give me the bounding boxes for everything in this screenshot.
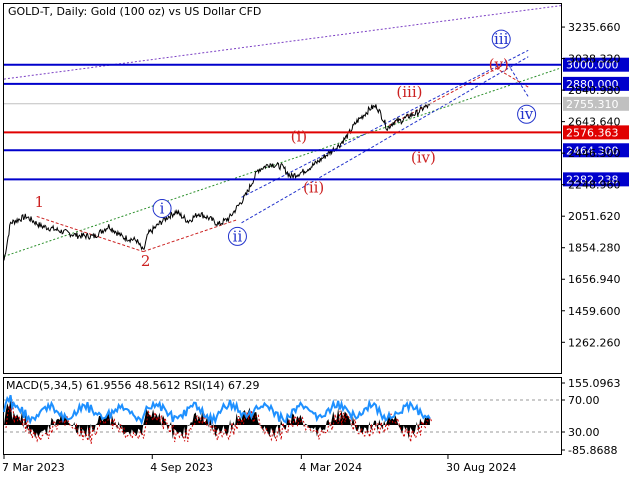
wave-path-1-2 — [36, 215, 144, 253]
wave-label-circle — [517, 104, 537, 124]
price-tick-label: 2840.980 — [568, 84, 621, 97]
indicator-tick-label: 70.00 — [568, 394, 600, 407]
level-label: 2576.363 — [566, 126, 619, 139]
price-tick-label: 3235.660 — [568, 21, 621, 34]
macd-histogram — [4, 398, 430, 441]
price-tick-label: 1854.280 — [568, 242, 621, 255]
price-tick-label: 2051.620 — [568, 210, 621, 223]
level-label: 2464.300 — [566, 144, 619, 157]
time-tick-label: 4 Mar 2024 — [299, 461, 362, 474]
indicator-pane — [3, 377, 562, 455]
wave-label-circle — [152, 198, 172, 218]
upper-purple-channel — [3, 5, 562, 80]
level-label: 2282.238 — [566, 173, 619, 186]
level-label-box — [563, 172, 629, 187]
level-label-box — [563, 57, 629, 72]
level-label-box — [563, 125, 629, 140]
wave-label-circle — [227, 226, 247, 246]
level-label: 3000.000 — [566, 59, 619, 72]
time-tick-label: 4 Sep 2023 — [150, 461, 213, 474]
wave-label: (v) — [489, 56, 509, 74]
price-tick-label: 3038.320 — [568, 53, 621, 66]
indicator-tick-label: 155.0963 — [568, 377, 621, 390]
chart-title: GOLD-T, Daily: Gold (100 oz) vs US Dolla… — [8, 5, 261, 18]
time-tick-label: 30 Aug 2024 — [446, 461, 516, 474]
wave-label: iv — [520, 105, 534, 123]
price-tick-label: 1459.600 — [568, 305, 621, 318]
wave-label: (i) — [291, 128, 308, 146]
indicator-title: MACD(5,34,5) 61.9556 48.5612 RSI(14) 67.… — [6, 379, 259, 392]
price-tick-label: 2446.300 — [568, 147, 621, 160]
price-tick-label: 2248.960 — [568, 179, 621, 192]
wave-label: (iii) — [396, 83, 422, 101]
level-label-box — [563, 76, 629, 91]
main-pane — [3, 3, 562, 374]
wave-label: 2 — [141, 252, 151, 270]
wave-path-2-i — [143, 219, 238, 253]
level-label: 2880.000 — [566, 78, 619, 91]
indicator-tick-label: -85.8688 — [568, 444, 617, 457]
time-tick-label: 7 Mar 2023 — [2, 461, 65, 474]
wave-label-circle — [491, 29, 511, 49]
wave-label: (iv) — [411, 148, 436, 166]
wave-label: 1 — [34, 193, 44, 211]
level-label-box — [563, 143, 629, 158]
wave-label: iii — [494, 30, 509, 48]
indicator-tick-label: 30.00 — [568, 426, 600, 439]
price-tick-label: 1656.940 — [568, 273, 621, 286]
wave-label: ii — [233, 227, 243, 245]
price-tick-label: 1262.260 — [568, 336, 621, 349]
rsi-line — [3, 394, 431, 426]
price-tick-label: 2643.640 — [568, 116, 621, 129]
wave-path-iii-iv — [504, 59, 529, 97]
macd-signal-line — [5, 401, 433, 444]
price-line — [3, 103, 431, 261]
wave-label: i — [160, 199, 165, 217]
level-label: 2755.310 — [566, 98, 619, 111]
wave-label: (ii) — [303, 179, 324, 197]
level-label-box — [563, 96, 629, 111]
